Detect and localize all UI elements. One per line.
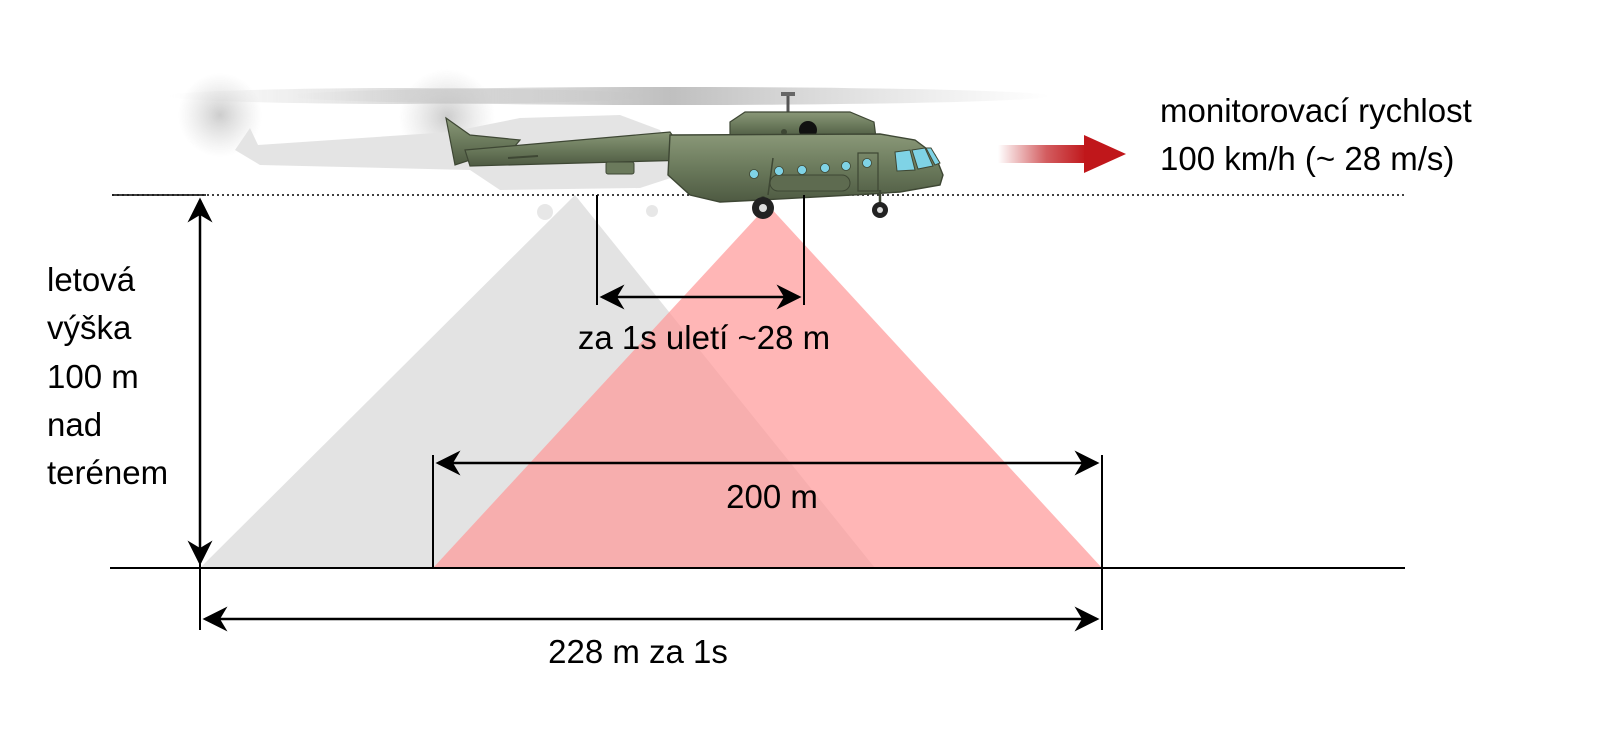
altitude-line-1: letová bbox=[47, 261, 136, 298]
altitude-line-2: výška bbox=[47, 309, 132, 346]
distance-per-second-label: za 1s uletí ~28 m bbox=[578, 319, 830, 356]
altitude-line-3: 100 m bbox=[47, 358, 139, 395]
coverage-label: 228 m za 1s bbox=[548, 633, 728, 670]
swath-width-label: 200 m bbox=[726, 478, 818, 515]
speed-label-line2: 100 km/h (~ 28 m/s) bbox=[1160, 140, 1454, 177]
altitude-line-4: nad bbox=[47, 406, 102, 443]
direction-arrow bbox=[998, 135, 1126, 173]
altitude-label: letová výška 100 m nad terénem bbox=[47, 261, 168, 491]
helicopter bbox=[290, 87, 1050, 219]
current-footprint bbox=[433, 205, 1102, 568]
speed-label-line1: monitorovací rychlost bbox=[1160, 92, 1472, 129]
altitude-line-5: terénem bbox=[47, 454, 168, 491]
